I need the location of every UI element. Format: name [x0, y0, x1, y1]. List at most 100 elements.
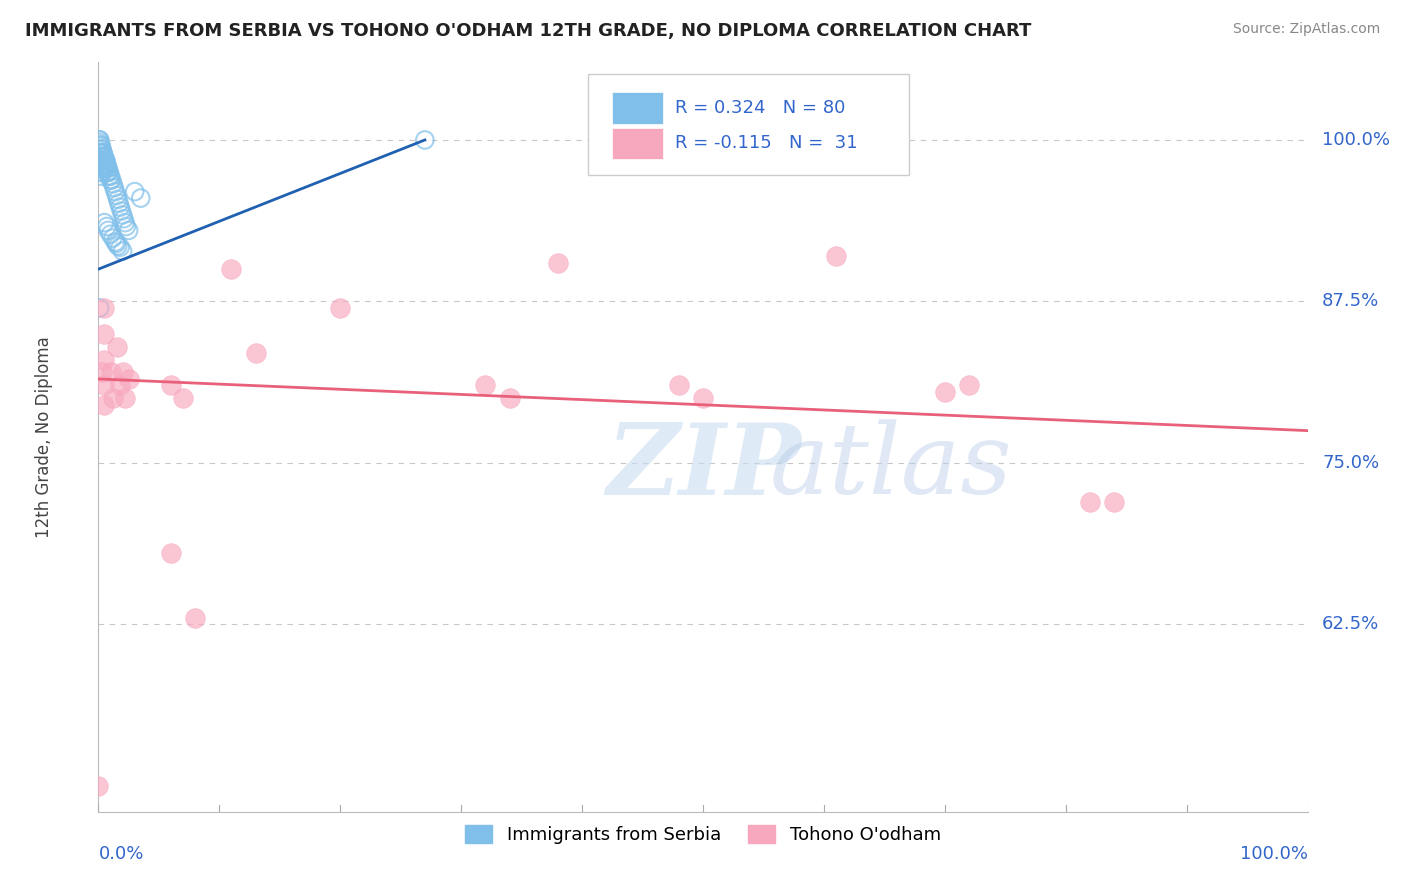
Point — [498, 392, 520, 406]
Point — [94, 153, 117, 168]
Point — [245, 346, 267, 360]
Point — [104, 185, 127, 199]
Point — [1102, 494, 1125, 508]
Point — [90, 161, 112, 176]
Point — [105, 188, 128, 202]
Point — [94, 157, 117, 171]
Point — [129, 191, 152, 205]
Point — [90, 150, 112, 164]
Point — [93, 378, 115, 392]
Point — [93, 150, 115, 164]
Point — [90, 145, 112, 160]
Point — [91, 150, 114, 164]
Point — [89, 155, 111, 169]
Point — [90, 142, 112, 156]
Point — [100, 227, 122, 242]
Point — [93, 216, 115, 230]
Point — [115, 219, 138, 234]
Point — [98, 165, 121, 179]
Text: Source: ZipAtlas.com: Source: ZipAtlas.com — [1233, 22, 1381, 37]
Point — [91, 153, 114, 168]
Point — [107, 239, 129, 253]
Point — [97, 161, 120, 176]
Point — [547, 255, 569, 269]
Point — [93, 153, 115, 168]
FancyBboxPatch shape — [613, 93, 664, 124]
Point — [91, 366, 114, 380]
Point — [93, 161, 115, 176]
FancyBboxPatch shape — [613, 128, 664, 159]
Point — [93, 398, 115, 412]
Point — [91, 157, 114, 171]
Point — [111, 366, 134, 380]
Text: atlas: atlas — [769, 419, 1012, 515]
Point — [91, 150, 114, 164]
Point — [108, 378, 131, 392]
Text: 12th Grade, No Diploma: 12th Grade, No Diploma — [35, 336, 53, 538]
Point — [89, 136, 111, 150]
Point — [668, 378, 690, 392]
Point — [825, 249, 848, 263]
Text: 100.0%: 100.0% — [1240, 846, 1308, 863]
Point — [108, 200, 131, 214]
Point — [98, 169, 121, 183]
Point — [934, 384, 956, 399]
Text: 75.0%: 75.0% — [1322, 454, 1379, 472]
Point — [91, 165, 114, 179]
Point — [100, 169, 122, 183]
Point — [93, 326, 115, 341]
Point — [108, 240, 131, 254]
Point — [89, 148, 111, 162]
Point — [112, 211, 135, 226]
Point — [101, 177, 124, 191]
Point — [90, 153, 112, 168]
Point — [91, 161, 114, 176]
Point — [100, 173, 122, 187]
Point — [89, 153, 111, 167]
Point — [89, 139, 111, 153]
Point — [89, 133, 111, 147]
Point — [160, 546, 183, 560]
Point — [329, 301, 352, 315]
Point — [90, 157, 112, 171]
Text: IMMIGRANTS FROM SERBIA VS TOHONO O'ODHAM 12TH GRADE, NO DIPLOMA CORRELATION CHAR: IMMIGRANTS FROM SERBIA VS TOHONO O'ODHAM… — [25, 22, 1032, 40]
Point — [111, 244, 134, 258]
Point — [124, 185, 146, 199]
Point — [91, 157, 114, 171]
Point — [413, 133, 436, 147]
Point — [100, 366, 122, 380]
Point — [96, 165, 118, 179]
Point — [114, 392, 136, 406]
Point — [89, 143, 111, 157]
Point — [91, 161, 114, 176]
Point — [105, 236, 128, 251]
Point — [89, 145, 111, 160]
Point — [89, 159, 111, 173]
Point — [110, 204, 132, 219]
Text: ZIP: ZIP — [606, 419, 801, 516]
Point — [100, 173, 122, 187]
Text: R = -0.115   N =  31: R = -0.115 N = 31 — [675, 135, 858, 153]
Point — [91, 145, 114, 160]
Text: 0.0%: 0.0% — [98, 846, 143, 863]
Point — [1078, 494, 1101, 508]
Point — [91, 150, 114, 164]
Point — [96, 161, 118, 176]
Point — [111, 208, 134, 222]
Point — [118, 372, 141, 386]
Point — [90, 165, 112, 179]
Point — [90, 138, 112, 153]
Point — [96, 219, 118, 234]
Point — [93, 352, 115, 367]
Point — [89, 161, 111, 176]
Point — [96, 157, 118, 171]
Point — [91, 142, 114, 156]
Point — [107, 193, 129, 207]
Legend: Immigrants from Serbia, Tohono O'odham: Immigrants from Serbia, Tohono O'odham — [458, 818, 948, 851]
Text: 100.0%: 100.0% — [1322, 131, 1391, 149]
Point — [91, 145, 114, 160]
Point — [93, 157, 115, 171]
Point — [108, 196, 131, 211]
Point — [94, 153, 117, 168]
Point — [87, 779, 110, 793]
